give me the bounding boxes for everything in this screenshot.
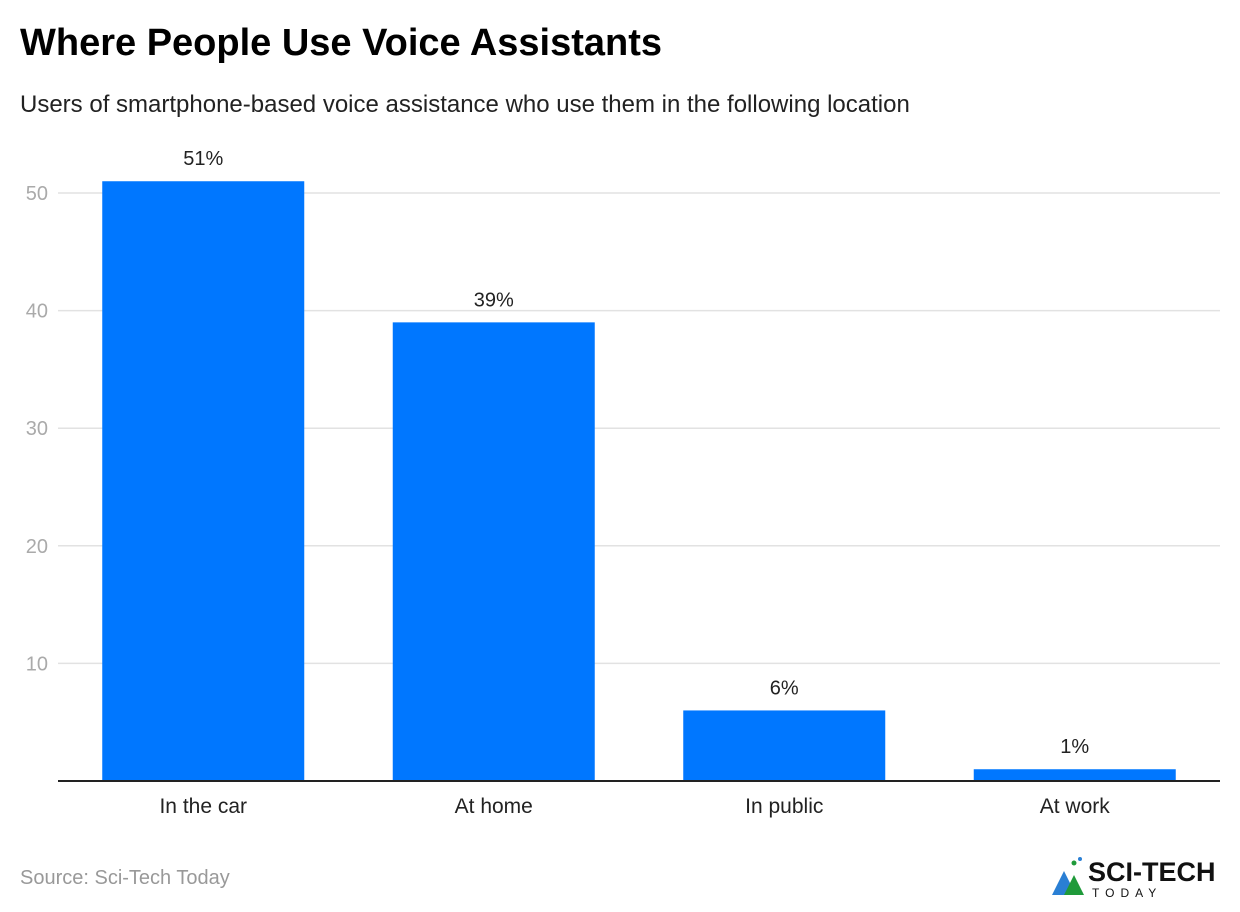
bar [683, 710, 886, 781]
y-tick-label: 30 [26, 418, 48, 440]
chart-subtitle: Users of smartphone-based voice assistan… [20, 91, 910, 118]
x-tick-label: In public [745, 795, 823, 818]
y-tick-label: 40 [26, 301, 48, 323]
x-tick-label: At home [455, 795, 533, 818]
y-tick-label: 50 [26, 183, 48, 205]
data-label: 6% [770, 677, 799, 699]
svg-text:TODAY: TODAY [1092, 886, 1162, 900]
y-tick-label: 20 [26, 536, 48, 558]
data-label: 1% [1060, 736, 1089, 758]
bar [973, 769, 1176, 781]
y-tick-label: 10 [26, 653, 48, 675]
sci-tech-today-logo: SCI-TECH TODAY [1052, 857, 1216, 900]
data-label: 51% [183, 148, 223, 170]
data-label: 39% [474, 289, 514, 311]
svg-text:SCI-TECH: SCI-TECH [1088, 857, 1216, 887]
bar [392, 322, 595, 781]
chart-title: Where People Use Voice Assistants [20, 22, 663, 64]
x-tick-label: At work [1040, 795, 1111, 818]
x-tick-label: In the car [159, 795, 247, 818]
bar [102, 181, 305, 782]
source-note: Source: Sci-Tech Today [20, 867, 230, 889]
